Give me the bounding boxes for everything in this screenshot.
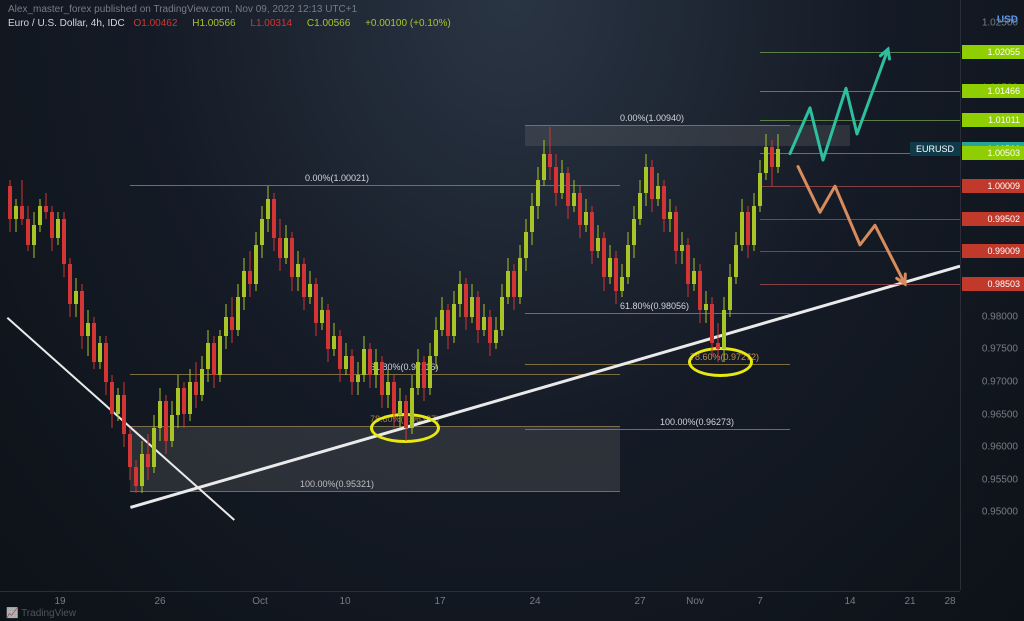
chart-area[interactable]: 0.00%(1.00021)61.80%(0.97116)78.60%(0.96… [0,0,960,590]
x-axis: 1926Oct10172427Nov7142128 [0,591,960,609]
watermark: 📈 TradingView [6,608,76,619]
y-axis: USD 1.025001.020001.015001.010001.005001… [960,0,1024,590]
